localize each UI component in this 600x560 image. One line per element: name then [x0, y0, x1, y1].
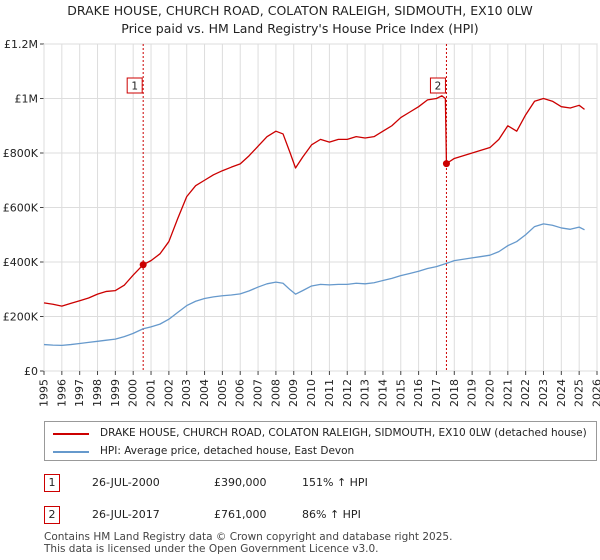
chart-legend: DRAKE HOUSE, CHURCH ROAD, COLATON RALEIG…	[44, 421, 597, 461]
x-tick-label: 1999	[109, 379, 122, 407]
x-tick-label: 2012	[341, 379, 354, 407]
y-tick-label: £0	[24, 365, 38, 378]
x-tick-label: 2001	[145, 379, 158, 407]
marker-badge-label: 2	[435, 81, 442, 93]
legend-swatch-hpi	[53, 451, 89, 453]
chart-subtitle: Price paid vs. HM Land Registry's House …	[121, 21, 479, 36]
legend-swatch-property	[53, 433, 89, 435]
footer-copyright: Contains HM Land Registry data © Crown c…	[44, 531, 453, 543]
chart-title: DRAKE HOUSE, CHURCH ROAD, COLATON RALEIG…	[67, 3, 533, 18]
hpi-series-line	[43, 223, 585, 347]
x-tick-label: 2017	[430, 379, 443, 407]
transaction-price: £390,000	[214, 476, 267, 489]
x-tick-label: 1997	[73, 379, 86, 407]
x-tick-label: 2021	[501, 379, 514, 407]
x-tick-label: 2009	[287, 379, 300, 407]
x-tick-label: 2000	[127, 379, 140, 407]
x-tick-label: 2006	[234, 379, 247, 407]
y-tick-label: £600K	[3, 202, 39, 215]
x-tick-label: 2002	[162, 379, 175, 407]
transaction-marker-badge: 2	[44, 506, 60, 524]
x-tick-label: 2020	[483, 379, 496, 407]
transaction-marker-badge: 1	[44, 474, 60, 492]
marker-badge-label: 1	[131, 81, 138, 93]
transaction-hpi-change: 86% ↑ HPI	[302, 508, 361, 521]
x-tick-label: 2003	[180, 379, 193, 407]
legend-label-hpi: HPI: Average price, detached house, East…	[100, 445, 355, 457]
transaction-price: £761,000	[214, 508, 267, 521]
x-tick-label: 2004	[198, 379, 211, 407]
x-tick-label: 2022	[519, 379, 532, 407]
property-series-line	[43, 95, 585, 307]
transaction-date: 26-JUL-2000	[92, 476, 160, 489]
transaction-date: 26-JUL-2017	[92, 508, 160, 521]
x-tick-label: 2024	[555, 379, 568, 407]
x-tick-label: 2011	[323, 379, 336, 407]
x-tick-label: 1995	[38, 379, 51, 407]
y-tick-label: £800K	[3, 147, 39, 160]
x-tick-label: 2023	[537, 379, 550, 407]
transaction-hpi-change: 151% ↑ HPI	[302, 476, 368, 489]
x-tick-label: 2010	[305, 379, 318, 407]
marker-badge-box	[429, 77, 446, 94]
x-tick-label: 2013	[359, 379, 372, 407]
x-tick-label: 2005	[216, 379, 229, 407]
x-tick-label: 2015	[394, 379, 407, 407]
price-chart: £0 £200K £400K £600K £800K £1M £1.2M 1995 1996 19…	[3, 38, 600, 407]
x-tick-label: 2008	[269, 379, 282, 407]
sale-point	[442, 160, 450, 168]
y-tick-label: £200K	[3, 311, 39, 324]
x-tick-label: 2007	[252, 379, 265, 407]
x-tick-label: 2018	[448, 379, 461, 407]
x-tick-label: 2016	[412, 379, 425, 407]
y-tick-label: £400K	[3, 256, 39, 269]
x-tick-label: 2025	[573, 379, 586, 407]
footer-licence: This data is licensed under the Open Gov…	[44, 543, 379, 555]
x-tick-label: 1998	[91, 379, 104, 407]
x-tick-label: 1996	[55, 379, 68, 407]
y-tick-label: £1.2M	[4, 38, 38, 51]
marker-badge-box	[126, 77, 143, 94]
sale-point	[139, 261, 147, 269]
x-tick-label: 2019	[466, 379, 479, 407]
y-tick-label: £1M	[15, 93, 39, 106]
x-tick-label: 2014	[376, 379, 389, 407]
legend-label-property: DRAKE HOUSE, CHURCH ROAD, COLATON RALEIG…	[100, 427, 587, 439]
x-tick-label: 2026	[591, 379, 600, 407]
